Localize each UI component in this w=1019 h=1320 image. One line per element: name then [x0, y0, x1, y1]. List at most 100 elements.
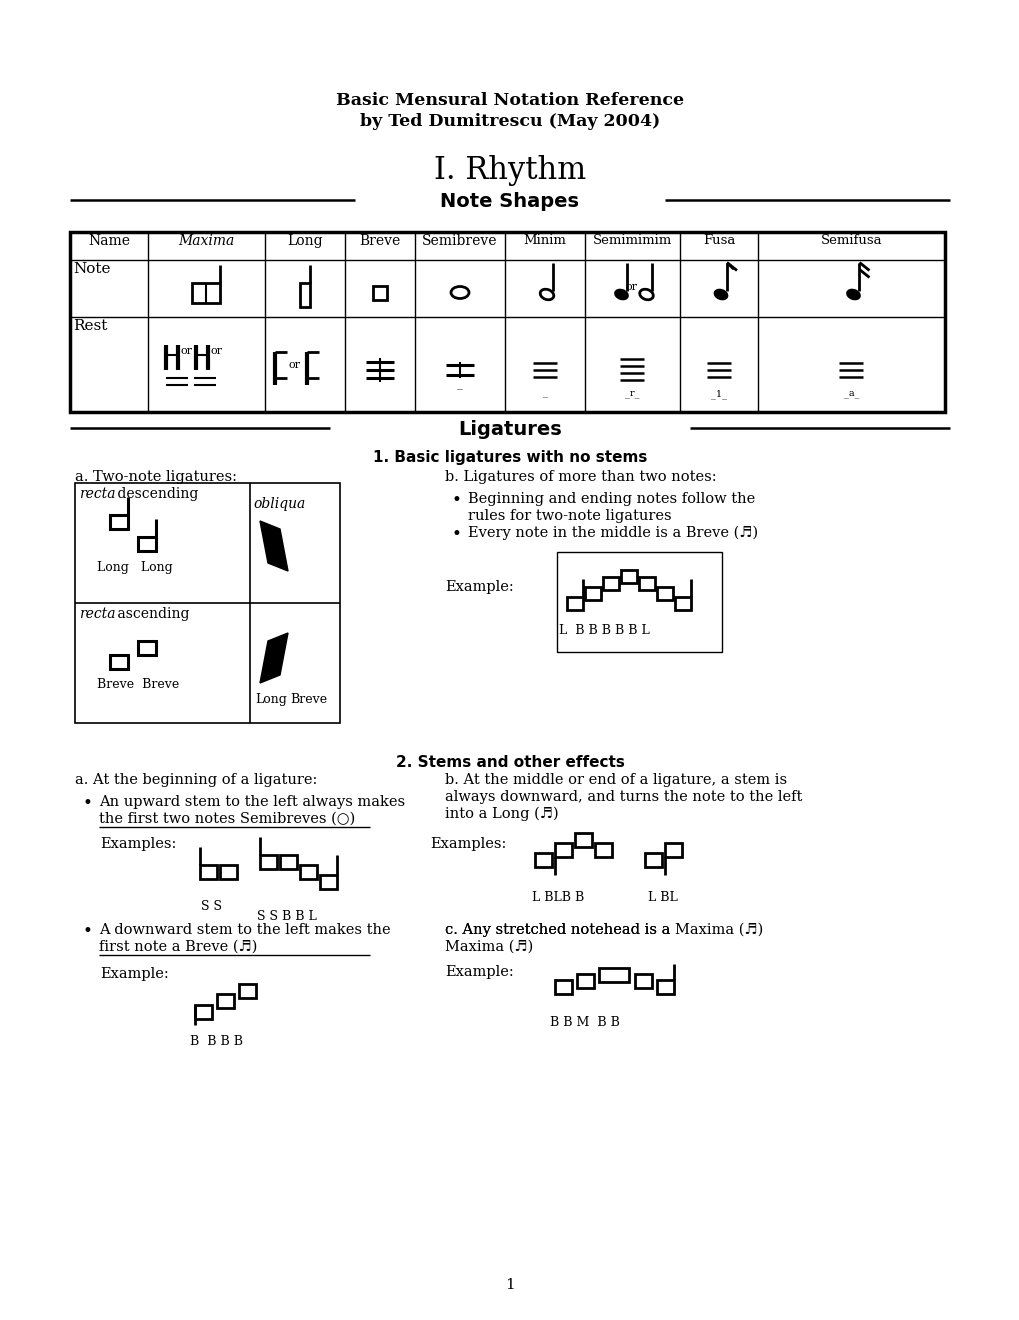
Bar: [554, 843, 572, 857]
Bar: [110, 515, 127, 529]
Text: a. At the beginning of a ligature:: a. At the beginning of a ligature:: [75, 774, 317, 787]
Text: B  B B B: B B B B: [190, 1035, 243, 1048]
Text: first note a Breve (♬): first note a Breve (♬): [99, 940, 257, 954]
Bar: [664, 843, 682, 857]
Bar: [238, 983, 256, 998]
Bar: [585, 587, 600, 601]
Text: into a Long (♬): into a Long (♬): [444, 807, 558, 821]
Text: _a_: _a_: [843, 389, 858, 399]
Bar: [70, 232, 944, 412]
Text: Examples:: Examples:: [430, 837, 505, 851]
Bar: [75, 483, 339, 723]
Text: or: or: [288, 359, 301, 370]
Text: Example:: Example:: [444, 579, 514, 594]
Text: Note Shapes: Note Shapes: [440, 191, 579, 211]
Text: Semimimim: Semimimim: [592, 234, 672, 247]
Text: L  B B B B B L: L B B B B B L: [558, 624, 649, 638]
Text: An upward stem to the left always makes: An upward stem to the left always makes: [99, 795, 405, 809]
Text: Long: Long: [287, 234, 322, 248]
Text: Minim: Minim: [523, 234, 566, 247]
Text: A downward stem to the left makes the: A downward stem to the left makes the: [99, 923, 390, 937]
Text: B B M  B B: B B M B B: [549, 1016, 620, 1030]
Text: •: •: [451, 492, 462, 510]
Bar: [195, 1005, 212, 1019]
Text: c. Any stretched notehead is a Maxima (♬): c. Any stretched notehead is a Maxima (♬…: [444, 923, 762, 937]
Text: _: _: [457, 380, 463, 389]
Text: always downward, and turns the note to the left: always downward, and turns the note to t…: [444, 789, 802, 804]
Text: Basic Mensural Notation Reference: Basic Mensural Notation Reference: [335, 92, 684, 110]
Text: Semibreve: Semibreve: [422, 234, 497, 248]
Bar: [217, 994, 233, 1008]
Bar: [675, 597, 690, 610]
Bar: [602, 577, 619, 590]
Text: Fusa: Fusa: [702, 234, 735, 247]
Ellipse shape: [847, 289, 859, 300]
Text: the first two notes Semibreves (○): the first two notes Semibreves (○): [99, 812, 355, 826]
Text: b. At the middle or end of a ligature, a stem is: b. At the middle or end of a ligature, a…: [444, 774, 787, 787]
Bar: [554, 979, 572, 994]
Text: Long   Long: Long Long: [97, 561, 172, 574]
Text: b. Ligatures of more than two notes:: b. Ligatures of more than two notes:: [444, 470, 716, 484]
Text: Semifusa: Semifusa: [820, 234, 881, 247]
Text: S S: S S: [201, 900, 222, 913]
Text: _r_: _r_: [625, 389, 639, 399]
Bar: [320, 875, 336, 888]
Text: S S B B L: S S B B L: [257, 909, 317, 923]
Bar: [300, 865, 317, 879]
Text: Note: Note: [73, 261, 110, 276]
Text: _: _: [542, 389, 547, 399]
Text: Breve  Breve: Breve Breve: [97, 678, 179, 690]
Bar: [300, 282, 310, 306]
Text: Example:: Example:: [444, 965, 514, 979]
Bar: [556, 552, 721, 652]
Text: L BLB B: L BLB B: [532, 891, 584, 904]
Text: Every note in the middle is a Breve (♬): Every note in the middle is a Breve (♬): [468, 525, 757, 540]
Bar: [598, 968, 629, 982]
Bar: [260, 855, 277, 869]
Bar: [200, 865, 217, 879]
Bar: [138, 642, 156, 655]
Text: L BL: L BL: [647, 891, 677, 904]
Text: Ligatures: Ligatures: [458, 420, 561, 440]
Text: 1. Basic ligatures with no stems: 1. Basic ligatures with no stems: [373, 450, 646, 465]
Bar: [280, 855, 297, 869]
Bar: [575, 833, 591, 847]
Text: or: or: [625, 282, 637, 293]
Text: recta: recta: [78, 607, 115, 620]
Bar: [110, 655, 127, 669]
Text: recta: recta: [78, 487, 115, 502]
Text: Beginning and ending notes follow the: Beginning and ending notes follow the: [468, 492, 754, 506]
Text: 2. Stems and other effects: 2. Stems and other effects: [395, 755, 624, 770]
Bar: [635, 974, 651, 987]
Text: •: •: [83, 795, 93, 812]
Text: Name: Name: [88, 234, 129, 248]
Text: Breve: Breve: [289, 693, 327, 706]
Bar: [373, 285, 386, 300]
Bar: [656, 587, 673, 601]
Text: •: •: [451, 525, 462, 543]
Text: Long: Long: [255, 693, 286, 706]
Text: _1_: _1_: [710, 389, 727, 399]
Text: or: or: [180, 346, 193, 356]
Text: rules for two-note ligatures: rules for two-note ligatures: [468, 510, 671, 523]
Text: •: •: [83, 923, 93, 940]
Text: 1: 1: [504, 1278, 515, 1292]
Bar: [567, 597, 583, 610]
Text: Breve: Breve: [359, 234, 400, 248]
Text: Example:: Example:: [100, 968, 168, 981]
Bar: [656, 979, 674, 994]
Bar: [138, 537, 156, 550]
Ellipse shape: [714, 289, 727, 300]
Bar: [535, 853, 551, 867]
Bar: [220, 865, 236, 879]
Text: descending: descending: [113, 487, 198, 502]
Ellipse shape: [614, 289, 627, 300]
Text: I. Rhythm: I. Rhythm: [433, 154, 586, 186]
Text: c. Any stretched notehead is a: c. Any stretched notehead is a: [444, 923, 669, 937]
Text: obliqua: obliqua: [254, 498, 306, 511]
Text: a. Two-note ligatures:: a. Two-note ligatures:: [75, 470, 236, 484]
Polygon shape: [260, 521, 287, 572]
Text: or: or: [210, 346, 222, 356]
Bar: [577, 974, 593, 987]
Text: Maxima (♬): Maxima (♬): [444, 940, 533, 954]
